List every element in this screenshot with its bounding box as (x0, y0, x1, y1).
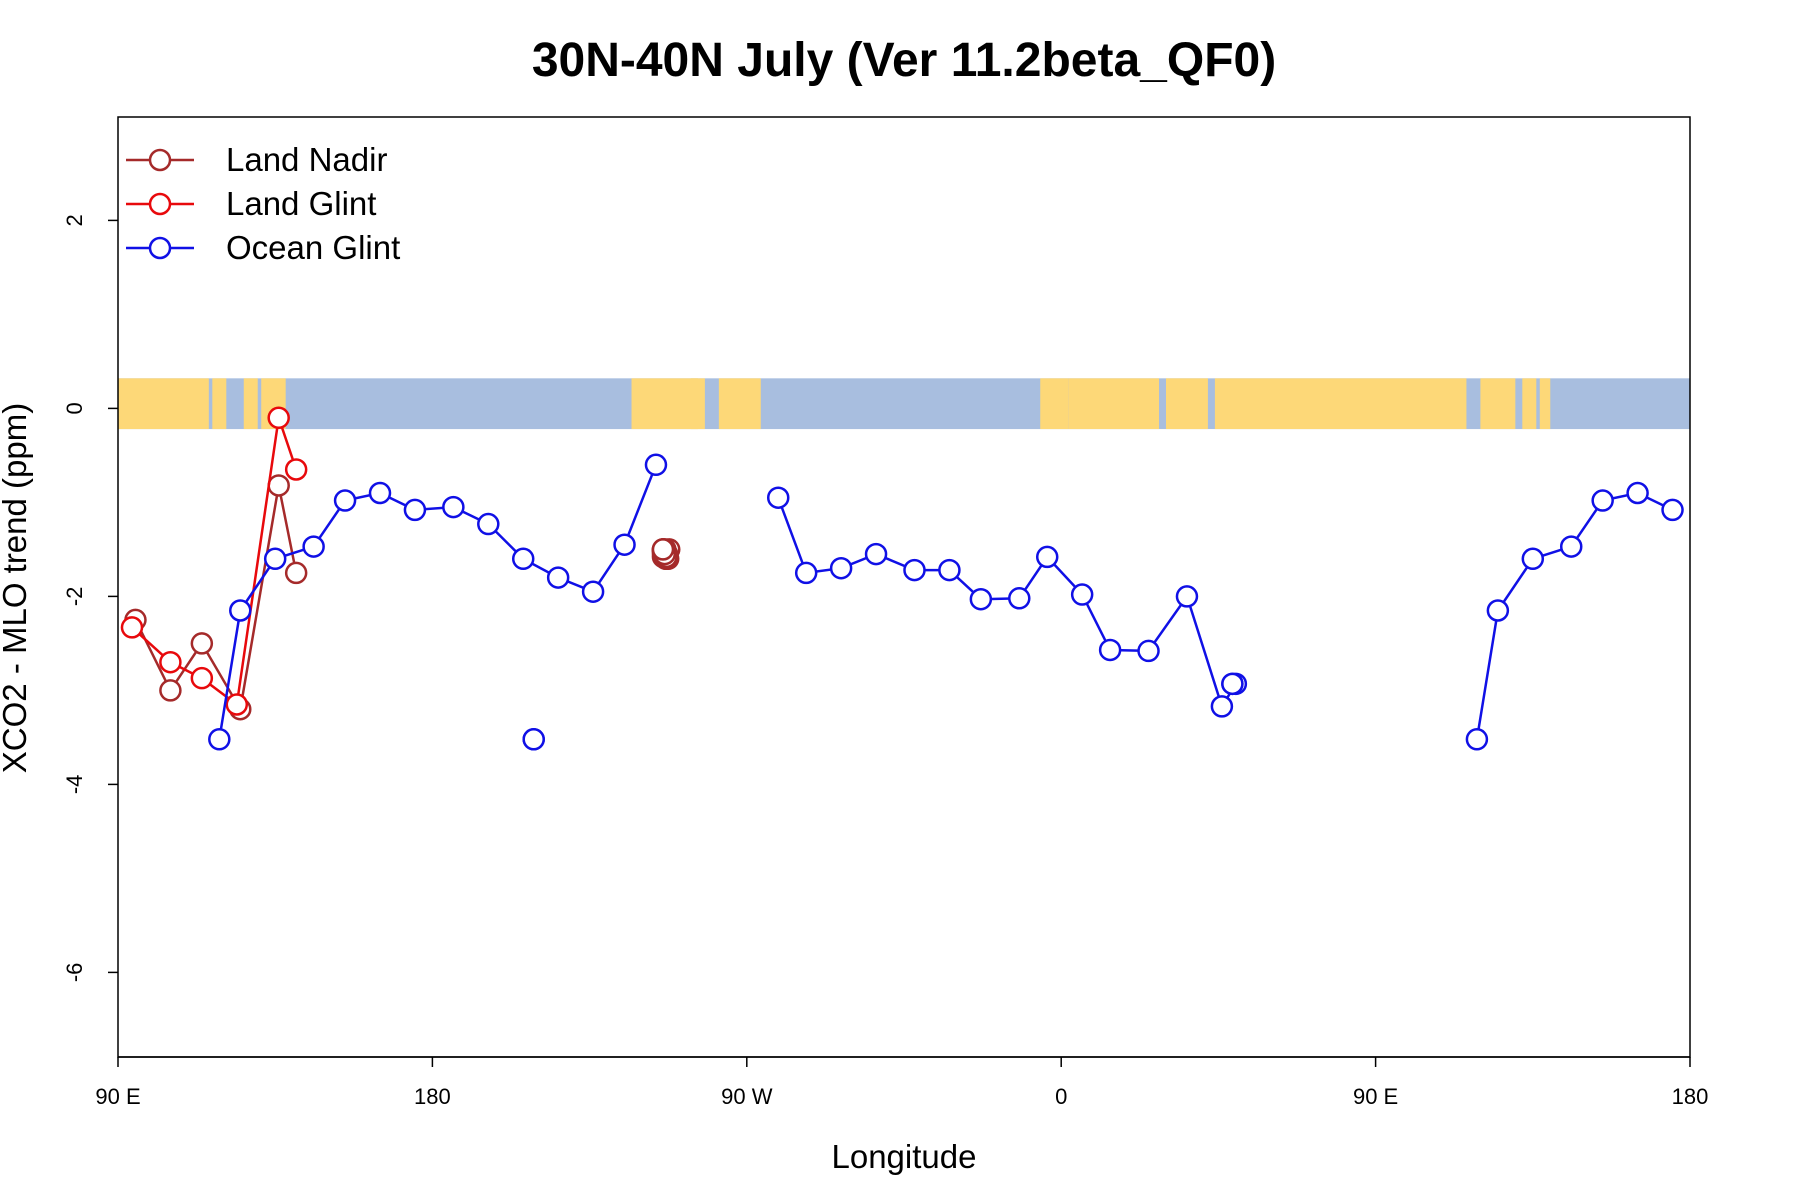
chart-title: 30N-40N July (Ver 11.2beta_QF0) (532, 34, 1276, 87)
legend-label: Land Glint (226, 185, 376, 222)
y-tick-label: -6 (62, 963, 87, 983)
series-land-nadir (124, 474, 681, 721)
legend-item: Land Nadir (126, 141, 387, 178)
x-tick-label: 180 (1672, 1084, 1709, 1109)
y-tick-label: -4 (62, 775, 87, 795)
data-point (613, 533, 636, 556)
data-point (1591, 489, 1614, 512)
data-point (651, 538, 675, 561)
data-point (903, 558, 926, 582)
data-point (1559, 535, 1583, 558)
data-point (522, 728, 545, 751)
y-axis-label: XCO2 - MLO trend (ppm) (0, 403, 33, 773)
data-point (403, 498, 427, 522)
data-point (1661, 498, 1684, 522)
data-point (284, 458, 308, 481)
series-layer (120, 406, 1684, 751)
data-point (267, 406, 290, 430)
data-point (1626, 481, 1649, 505)
y-tick-label: -2 (62, 587, 87, 607)
data-point (368, 481, 392, 505)
data-point (864, 542, 888, 566)
data-point (1137, 639, 1160, 663)
data-point (159, 679, 182, 702)
data-point (477, 512, 500, 536)
map-land (631, 378, 698, 430)
data-point (333, 489, 357, 512)
series-land-glint (120, 406, 308, 716)
map-land (243, 378, 258, 430)
data-point (1175, 585, 1199, 608)
legend: Land Nadir Land Glint Ocean Glint (126, 141, 400, 266)
x-tick-label: 0 (1055, 1084, 1067, 1109)
legend-item: Ocean Glint (126, 229, 400, 266)
data-point (1070, 583, 1094, 606)
map-land (1539, 378, 1551, 430)
y-tick-label: 0 (62, 402, 87, 414)
data-point (120, 616, 144, 639)
x-tick-label: 180 (414, 1084, 451, 1109)
map-land (718, 378, 761, 430)
data-point (1035, 545, 1059, 569)
series-ocean-glint (208, 453, 1684, 751)
legend-label: Land Nadir (226, 141, 387, 178)
legend-marker (148, 148, 172, 172)
data-point (581, 580, 605, 603)
map-land (1522, 378, 1537, 430)
map-land (1040, 378, 1069, 430)
data-point (546, 566, 570, 589)
map-land (690, 378, 705, 430)
data-point (225, 693, 249, 716)
x-tick-label: 90 W (721, 1084, 773, 1109)
map-band (118, 378, 1690, 430)
x-axis-label: Longitude (832, 1138, 977, 1175)
map-land (212, 378, 227, 430)
legend-marker (148, 236, 172, 260)
data-point (302, 535, 325, 558)
data-point (829, 556, 853, 580)
data-point (1210, 695, 1234, 718)
data-point (284, 561, 308, 585)
data-point (1221, 672, 1244, 696)
legend-marker (148, 192, 172, 216)
data-point (794, 561, 818, 585)
series-line (134, 485, 298, 713)
data-point (938, 558, 961, 582)
legend-label: Ocean Glint (226, 229, 400, 266)
data-point (969, 587, 993, 611)
map-land (1166, 378, 1208, 430)
x-tick-label: 90 E (1353, 1084, 1398, 1109)
map-land (1480, 378, 1516, 430)
data-point (644, 453, 668, 477)
legend-item: Land Glint (126, 185, 376, 222)
y-tick-label: 2 (62, 214, 87, 226)
x-tick-label: 90 E (95, 1084, 140, 1109)
x-axis: 90 E 180 90 W 0 90 E 180 (95, 1056, 1709, 1109)
data-point (267, 474, 290, 497)
map-land (1214, 378, 1467, 430)
data-point (190, 632, 214, 655)
data-point (1521, 547, 1545, 571)
data-point (159, 650, 182, 674)
data-point (1098, 638, 1122, 662)
data-point (511, 547, 535, 571)
map-land (1068, 378, 1160, 430)
data-point (1465, 728, 1489, 751)
data-point (1008, 587, 1031, 610)
data-point (766, 486, 790, 509)
data-point (1486, 599, 1510, 622)
data-point (190, 666, 214, 690)
map-land (118, 378, 209, 430)
data-point (442, 495, 465, 519)
y-axis: 2 0 -2 -4 -6 (62, 214, 118, 982)
data-point (229, 599, 252, 622)
series-line (777, 497, 1237, 710)
data-point (208, 728, 231, 751)
data-point (263, 547, 287, 571)
